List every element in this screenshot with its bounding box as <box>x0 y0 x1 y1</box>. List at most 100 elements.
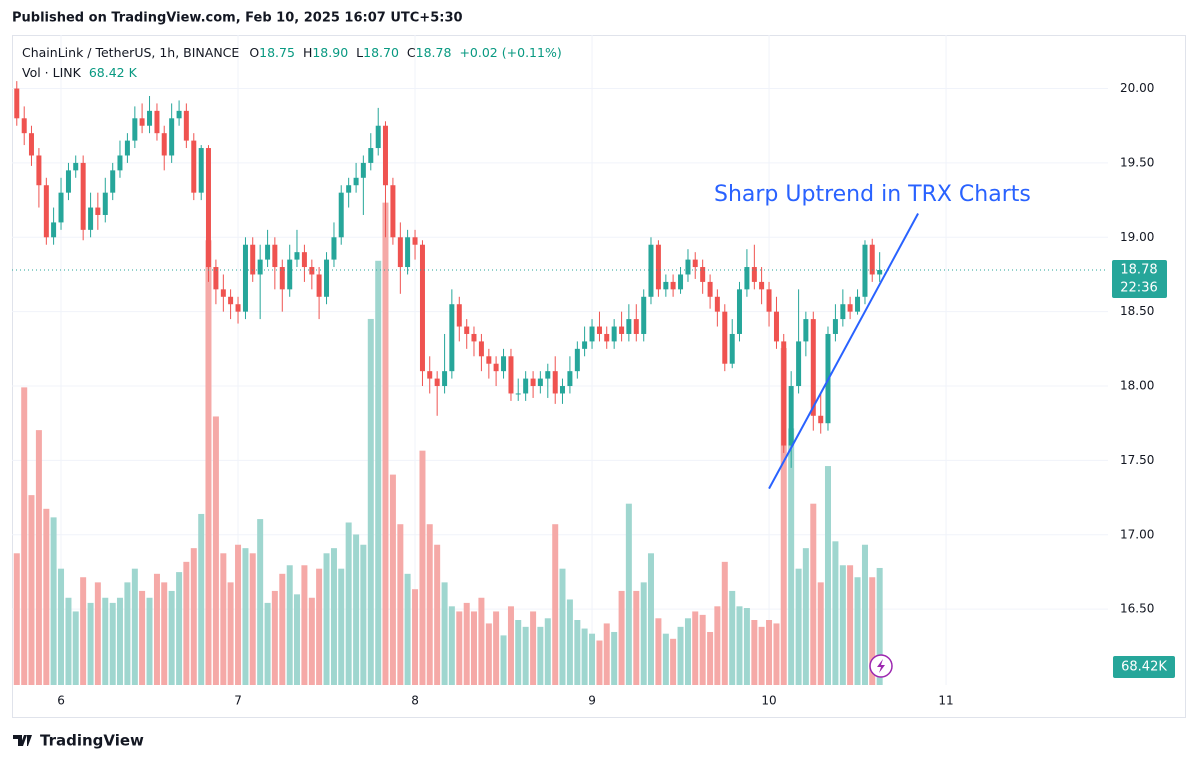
volume-bar <box>441 582 448 685</box>
candle-body <box>714 296 720 312</box>
ohlc-value: 18.90 <box>312 45 349 60</box>
volume-badge-label: 68.42K <box>1121 660 1167 675</box>
candle-body <box>58 192 64 223</box>
candle-body <box>537 378 543 387</box>
candle-body <box>242 244 248 312</box>
volume-bar <box>670 638 677 685</box>
volume-bar <box>198 513 205 685</box>
volume-bar <box>80 577 87 685</box>
candle-body <box>102 192 108 215</box>
candle-body <box>43 185 49 238</box>
candle-body <box>324 259 330 297</box>
volume-bar <box>301 565 308 685</box>
volume-bar <box>766 620 773 685</box>
candle-body <box>28 133 34 156</box>
countdown-label: 22:36 <box>1120 281 1157 296</box>
candle-body <box>582 341 588 349</box>
candle-body <box>722 311 728 364</box>
volume-bar <box>139 590 146 685</box>
candle-body <box>198 148 204 193</box>
volume-bar <box>743 608 750 685</box>
volume-bar <box>839 565 846 685</box>
candle-body <box>759 281 765 290</box>
candle-body <box>124 140 130 156</box>
x-tick-label: 7 <box>234 694 242 708</box>
volume-bar <box>677 626 684 685</box>
candle-body <box>478 341 484 357</box>
candle-body <box>781 341 787 446</box>
candle-body <box>869 244 875 275</box>
candle-body <box>331 237 337 260</box>
volume-bar <box>338 568 345 685</box>
volume-badge <box>1113 656 1175 678</box>
volume-bar <box>522 626 529 685</box>
candle-body <box>176 110 182 119</box>
volume-bar <box>434 544 441 685</box>
volume-bar <box>515 620 522 685</box>
ohlc-value: 18.78 <box>415 45 452 60</box>
candle-body <box>301 252 307 268</box>
change: +0.02 <box>459 45 498 60</box>
ohlc-value: 18.75 <box>259 45 295 60</box>
trend-line <box>768 213 919 490</box>
candle-body <box>508 356 514 394</box>
volume-bar <box>625 503 632 685</box>
candle-body <box>574 348 580 372</box>
candle-body <box>272 244 278 268</box>
candle-body <box>678 274 684 290</box>
candle-body <box>855 296 861 312</box>
volume-bar <box>854 577 861 685</box>
volume-bar <box>788 428 795 685</box>
y-tick-label: 20.00 <box>1120 81 1154 95</box>
candle-body <box>545 371 551 379</box>
candle-body <box>670 281 676 290</box>
candle-body <box>559 386 565 394</box>
volume-bar <box>168 590 175 685</box>
ohlc-key: O <box>249 45 260 60</box>
volume-bar <box>559 568 566 685</box>
y-tick-label: 19.00 <box>1120 230 1154 244</box>
volume-bar <box>647 553 654 685</box>
change-percent: (+0.11%) <box>501 45 562 60</box>
volume-bar <box>861 544 868 685</box>
volume-bar <box>21 387 28 685</box>
volume-bar <box>552 524 559 685</box>
volume-bar <box>87 602 94 685</box>
candle-body <box>840 304 846 320</box>
volume-bar <box>412 589 419 685</box>
volume-bar <box>566 599 573 685</box>
volume-bar <box>721 561 728 685</box>
candle-body <box>633 319 639 334</box>
volume-bar <box>574 620 581 685</box>
volume-bar <box>375 260 382 685</box>
candle-body <box>95 207 101 215</box>
candle-body <box>611 326 617 342</box>
volume-bar <box>257 519 264 685</box>
volume-bar <box>751 620 758 685</box>
volume-bar <box>530 611 537 685</box>
candle-body <box>449 304 455 372</box>
volume-bar <box>286 565 293 685</box>
volume-bar <box>227 582 234 685</box>
candle-body <box>265 244 271 260</box>
candle-body <box>36 155 42 186</box>
volume-bar <box>389 474 396 685</box>
volume-bar <box>102 597 109 685</box>
y-tick-label: 18.50 <box>1120 304 1154 318</box>
volume-bar <box>603 623 610 685</box>
brand-name: TradingView <box>40 732 144 750</box>
volume-bar <box>212 416 219 685</box>
volume-bar <box>131 568 138 685</box>
volume-bar <box>316 568 323 685</box>
candle-body <box>456 304 462 327</box>
last-price-label: 18.78 <box>1120 263 1157 278</box>
volume-bar <box>470 611 477 685</box>
candle-body <box>65 170 71 193</box>
candle-body <box>596 326 602 334</box>
volume-bar <box>817 582 824 685</box>
x-tick-label: 11 <box>938 694 953 708</box>
candle-body <box>604 333 610 342</box>
annotation: Sharp Uptrend in TRX Charts <box>714 182 1031 207</box>
volume-bar <box>190 548 197 685</box>
candle-body <box>552 371 558 394</box>
